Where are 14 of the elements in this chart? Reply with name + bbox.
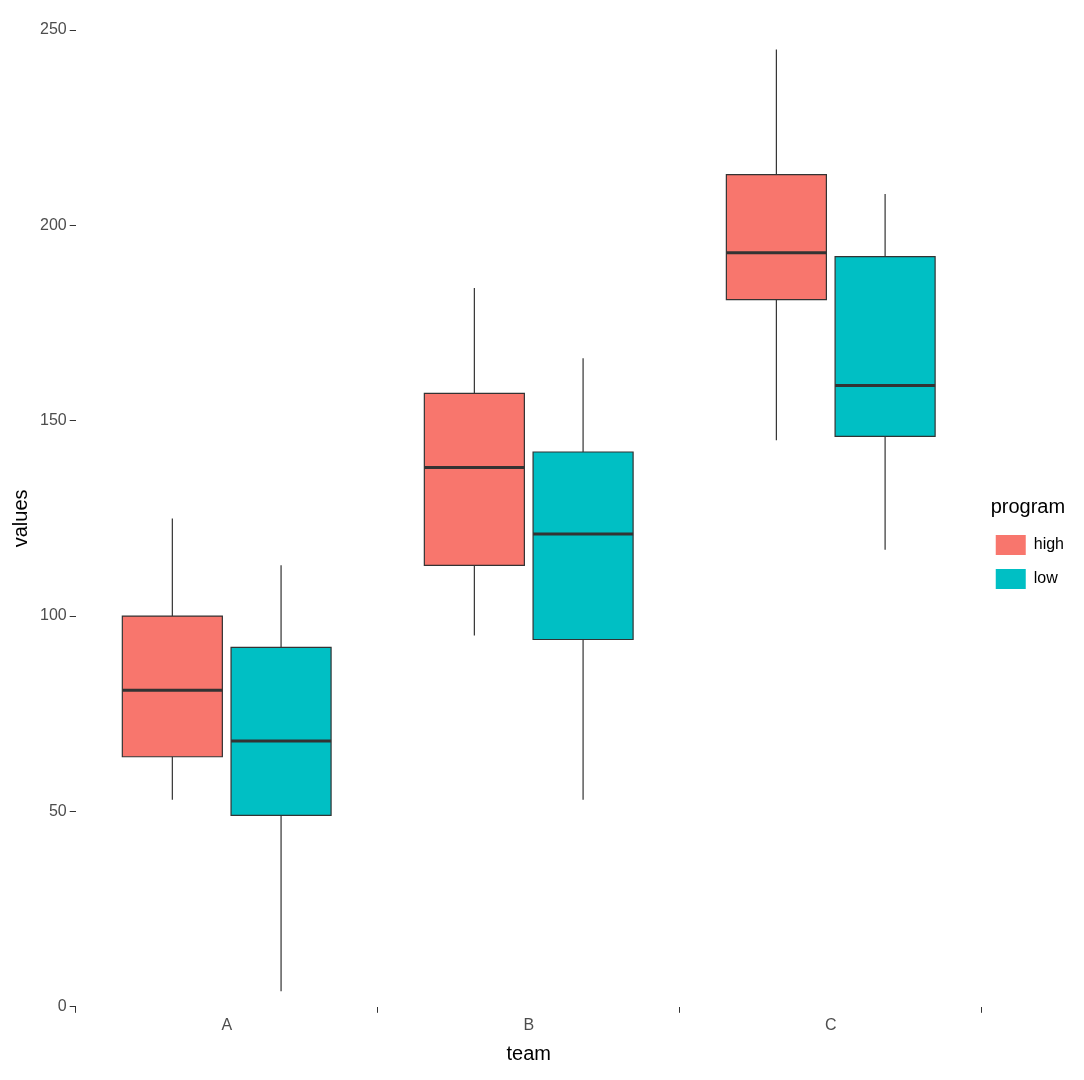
x-tick-label: A	[221, 1015, 233, 1033]
legend-label: high	[1033, 535, 1064, 553]
legend-title: program	[990, 494, 1066, 517]
y-axis-title: values	[8, 489, 31, 548]
x-tick-label: B	[523, 1015, 535, 1033]
y-tick-label: 0	[57, 997, 67, 1015]
y-tick-label: 150	[39, 411, 67, 429]
y-tick-label: 200	[39, 215, 67, 233]
x-axis-title: team	[506, 1041, 551, 1064]
y-tick-label: 250	[39, 20, 67, 38]
y-tick-label: 100	[39, 606, 67, 624]
legend-label: low	[1033, 569, 1059, 587]
x-tick-label: C	[824, 1015, 837, 1033]
y-tick-label: 50	[48, 801, 67, 819]
